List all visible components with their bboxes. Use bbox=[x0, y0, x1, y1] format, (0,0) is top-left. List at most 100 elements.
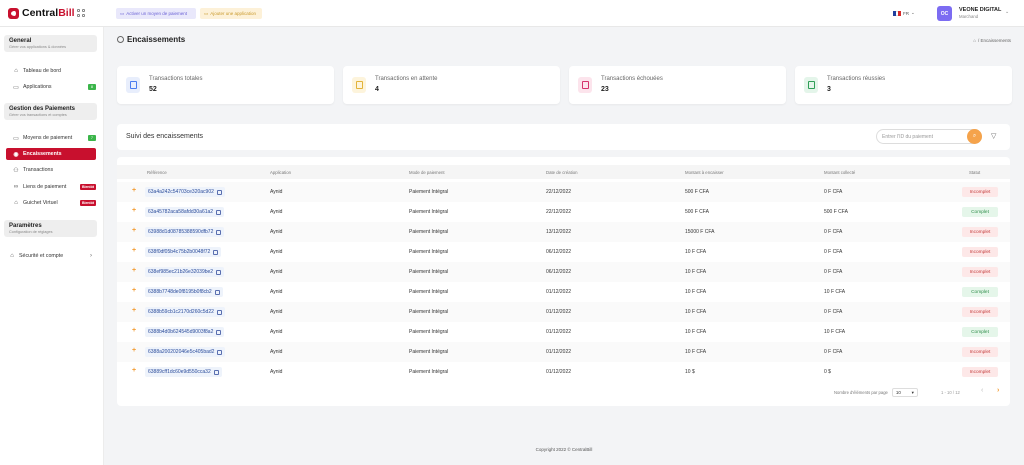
previous-page-icon[interactable]: ‹ bbox=[981, 387, 984, 394]
status-badge: Incomplet bbox=[962, 347, 998, 357]
logo[interactable]: CentralBill bbox=[8, 7, 75, 19]
copy-icon[interactable] bbox=[214, 289, 220, 295]
copy-icon[interactable] bbox=[216, 309, 222, 315]
add-application-button[interactable]: ▭ Ajouter une application bbox=[200, 8, 262, 19]
per-page-select[interactable]: 10 ▾ bbox=[891, 388, 918, 397]
amount-collected-cell: 0 F CFA bbox=[824, 249, 843, 255]
amount-due-cell: 500 F CFA bbox=[685, 189, 709, 195]
copy-icon[interactable] bbox=[216, 329, 222, 335]
section-payments: Gestion des Paiements Gérer vos transact… bbox=[4, 103, 97, 120]
status-badge: Complet bbox=[962, 287, 998, 297]
table-row[interactable]: +6388b4d0b624545d9003f8a2 Aynid Paiement I… bbox=[117, 322, 1010, 342]
table-row[interactable]: +6388b59cb1c2170d260c5d22 Aynid Paiement I… bbox=[117, 302, 1010, 322]
expand-row-icon[interactable]: + bbox=[132, 347, 137, 354]
payment-mode-cell: Paiement Intégral bbox=[409, 229, 449, 235]
copy-icon[interactable] bbox=[216, 229, 222, 235]
sidebar-item-collections[interactable]: ◉ Encaissements bbox=[6, 148, 96, 160]
reference-chip[interactable]: 638ef985ec21b26e32039be2 bbox=[145, 267, 225, 277]
reference-chip[interactable]: 6388a200202046e5c405bad2 bbox=[145, 347, 226, 357]
reference-chip[interactable]: 6388b59cb1c2170d260c5d22 bbox=[145, 307, 225, 317]
sidebar-item-payment-links[interactable]: ∞ Liens de paiement Bientôt bbox=[13, 184, 96, 190]
table-row[interactable]: +63a45782aca58afdd30a61a2 Aynid Paiement I… bbox=[117, 202, 1010, 222]
reference-chip[interactable]: 6388b7748de0f8195b0f8cb2 bbox=[145, 287, 223, 297]
amount-collected-cell: 0 F CFA bbox=[824, 269, 843, 275]
sidebar-item-applications[interactable]: ▭ Applications 8 bbox=[6, 81, 96, 93]
application-cell: Aynid bbox=[270, 349, 283, 355]
expand-row-icon[interactable]: + bbox=[132, 247, 137, 254]
filter-icon[interactable]: ▽ bbox=[991, 133, 997, 140]
table-row[interactable]: +6388b7748de0f8195b0f8cb2 Aynid Paiement I… bbox=[117, 282, 1010, 302]
reference-chip[interactable]: 638f0df05b4c75b2b0048f72 bbox=[145, 247, 222, 257]
copy-icon[interactable] bbox=[216, 189, 222, 195]
amount-collected-cell: 0 $ bbox=[824, 369, 831, 375]
tracking-title: Suivi des encaissements bbox=[126, 133, 204, 140]
expand-row-icon[interactable]: + bbox=[132, 267, 137, 274]
status-badge: Complet bbox=[962, 207, 998, 217]
payment-mode-cell: Paiement Intégral bbox=[409, 369, 449, 375]
status-badge: Incomplet bbox=[962, 307, 998, 317]
reference-chip[interactable]: 63a4a242c54703ce320ac902 bbox=[145, 187, 225, 197]
table-row[interactable]: +638ef985ec21b26e32039be2 Aynid Paiement I… bbox=[117, 262, 1010, 282]
sidebar-item-payment-methods[interactable]: ▭ Moyens de paiement 7 bbox=[6, 132, 96, 144]
date-cell: 01/12/2022 bbox=[546, 309, 572, 315]
next-page-icon[interactable]: › bbox=[997, 387, 1000, 394]
expand-row-icon[interactable]: + bbox=[132, 307, 137, 314]
copy-icon[interactable] bbox=[216, 209, 222, 215]
stat-card-pending: Transactions en attente 4 bbox=[343, 66, 560, 104]
table-row[interactable]: +6388a200202046e5c405bad2 Aynid Paiement I… bbox=[117, 342, 1010, 362]
amount-due-cell: 10 F CFA bbox=[685, 289, 707, 295]
reference-chip[interactable]: 63988d1d08785388590dfb72 bbox=[145, 227, 225, 237]
table-row[interactable]: +63889cff1dc60e9d550cca32 Aynid Paiement I… bbox=[117, 362, 1010, 382]
copy-icon[interactable] bbox=[216, 269, 222, 275]
sidebar-item-dashboard[interactable]: ⌂ Tableau de bord bbox=[14, 68, 61, 74]
expand-row-icon[interactable]: + bbox=[132, 187, 137, 194]
search-input[interactable]: Entrer l'ID du paiement ⌕ bbox=[876, 129, 982, 144]
stat-card-success: Transactions réussies 3 bbox=[795, 66, 1012, 104]
transactions-icon: ⚇ bbox=[13, 167, 19, 174]
table-row[interactable]: +63a4a242c54703ce320ac902 Aynid Paiement I… bbox=[117, 182, 1010, 202]
expand-row-icon[interactable]: + bbox=[132, 227, 137, 234]
page-range: 1 - 10 / 12 bbox=[941, 390, 960, 395]
expand-row-icon[interactable]: + bbox=[132, 207, 137, 214]
date-cell: 01/12/2022 bbox=[546, 329, 572, 335]
amount-due-cell: 10 F CFA bbox=[685, 329, 707, 335]
table-header: Référence Application Mode de paiement D… bbox=[117, 165, 1010, 179]
user-menu-chevron-icon[interactable]: ⌄ bbox=[1005, 9, 1010, 15]
sidebar-item-transactions[interactable]: ⚇ Transactions bbox=[13, 167, 54, 174]
payment-methods-count-badge: 7 bbox=[87, 135, 96, 141]
page-title-icon bbox=[117, 36, 124, 43]
avatar[interactable]: OC bbox=[937, 6, 952, 21]
chevron-down-icon: ▾ bbox=[911, 389, 914, 395]
expand-row-icon[interactable]: + bbox=[132, 287, 137, 294]
apps-grid-icon[interactable] bbox=[77, 9, 85, 17]
table-row[interactable]: +63988d1d08785388590dfb72 Aynid Paiement I… bbox=[117, 222, 1010, 242]
link-icon: ∞ bbox=[13, 184, 19, 190]
activate-payment-button[interactable]: ▭ Activer un moyen de paiement bbox=[116, 8, 196, 19]
application-cell: Aynid bbox=[270, 329, 283, 335]
date-cell: 01/12/2022 bbox=[546, 289, 572, 295]
copy-icon[interactable] bbox=[217, 349, 223, 355]
home-icon[interactable]: ⌂ bbox=[973, 38, 976, 43]
sidebar-item-security[interactable]: ⌂ Sécurité et compte › bbox=[10, 253, 92, 259]
collections-table: Référence Application Mode de paiement D… bbox=[117, 157, 1010, 406]
user-name[interactable]: VEONE DIGITAL bbox=[959, 7, 1002, 13]
copy-icon[interactable] bbox=[213, 369, 219, 375]
collections-icon: ◉ bbox=[13, 151, 19, 158]
reference-chip[interactable]: 63889cff1dc60e9d550cca32 bbox=[145, 367, 222, 377]
copy-icon[interactable] bbox=[213, 249, 219, 255]
sidebar-item-virtual-counter[interactable]: ⌂ Guichet Virtuel Bientôt bbox=[14, 200, 96, 206]
status-badge: Complet bbox=[962, 327, 998, 337]
brand-name-second: Bill bbox=[58, 7, 75, 19]
reference-chip[interactable]: 63a45782aca58afdd30a61a2 bbox=[145, 207, 225, 217]
language-selector[interactable]: FR ⌄ bbox=[893, 10, 915, 16]
table-row[interactable]: +638f0df05b4c75b2b0048f72 Aynid Paiement I… bbox=[117, 242, 1010, 262]
amount-collected-cell: 0 F CFA bbox=[824, 309, 843, 315]
per-page-control: Nombre d'éléments par page 10 ▾ bbox=[834, 388, 918, 397]
reference-chip[interactable]: 6388b4d0b624545d9003f8a2 bbox=[145, 327, 225, 337]
amount-due-cell: 15000 F CFA bbox=[685, 229, 715, 235]
payment-mode-cell: Paiement Intégral bbox=[409, 349, 449, 355]
expand-row-icon[interactable]: + bbox=[132, 327, 137, 334]
expand-row-icon[interactable]: + bbox=[132, 367, 137, 374]
search-icon[interactable]: ⌕ bbox=[967, 129, 982, 144]
document-icon bbox=[578, 77, 592, 93]
